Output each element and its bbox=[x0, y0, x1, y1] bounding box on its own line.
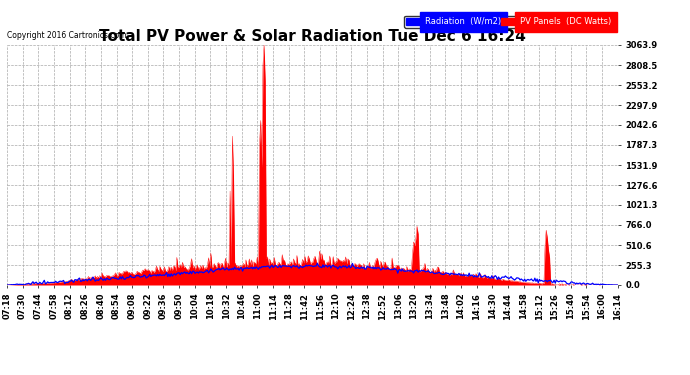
Title: Total PV Power & Solar Radiation Tue Dec 6 16:24: Total PV Power & Solar Radiation Tue Dec… bbox=[99, 29, 526, 44]
Legend: Radiation  (W/m2), PV Panels  (DC Watts): Radiation (W/m2), PV Panels (DC Watts) bbox=[404, 16, 613, 28]
Text: Copyright 2016 Cartronics.com: Copyright 2016 Cartronics.com bbox=[7, 31, 126, 40]
